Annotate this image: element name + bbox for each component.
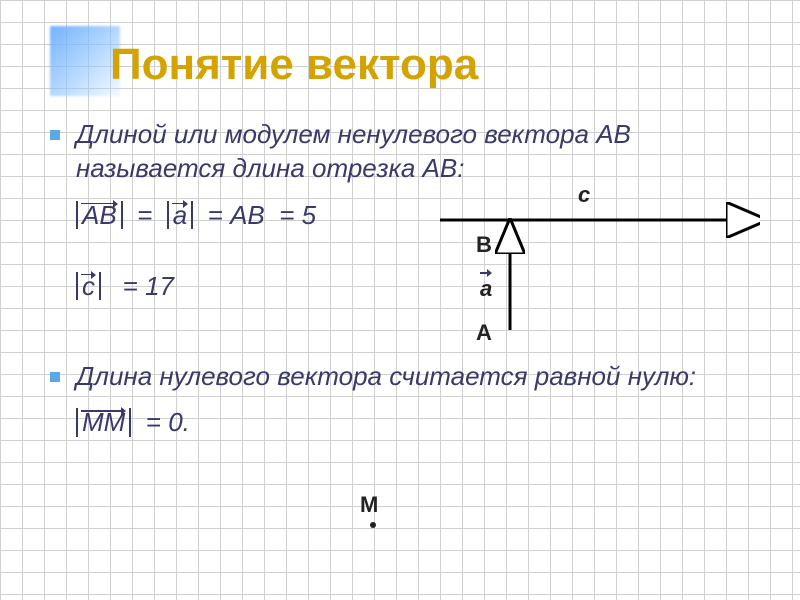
bullet-icon [50, 372, 60, 382]
abs-MM: ММ [76, 408, 131, 437]
abs-AB: АВ [76, 201, 123, 230]
paragraph-1: Длиной или модулем ненулевого вектора АВ… [76, 118, 750, 186]
abs-c: с [76, 272, 101, 301]
label-M: М [360, 492, 378, 518]
paragraph-2: Длина нулевого вектора считается равной … [76, 360, 696, 394]
eq1-mid: АВ [230, 200, 265, 230]
point-M: М [360, 492, 378, 528]
title-block: Понятие вектора [50, 40, 750, 90]
eq2-rhs: 17 [145, 271, 174, 301]
abs-a: а [167, 201, 193, 230]
bullet-item-1: Длиной или модулем ненулевого вектора АВ… [50, 118, 750, 186]
bullet-icon [50, 130, 60, 140]
paragraph-1-text: Длиной или модулем ненулевого вектора АВ… [76, 119, 631, 183]
equation-1: АВ = а = АВ = 5 [76, 200, 750, 231]
page-title: Понятие вектора [110, 40, 750, 90]
bullet-item-2: Длина нулевого вектора считается равной … [50, 360, 750, 394]
dot-M [370, 522, 376, 528]
equation-3: ММ = 0. [76, 407, 750, 438]
eq1-rhs: 5 [302, 200, 316, 230]
equation-2: с = 17 [76, 271, 750, 302]
eq3-rhs: 0. [168, 407, 190, 437]
